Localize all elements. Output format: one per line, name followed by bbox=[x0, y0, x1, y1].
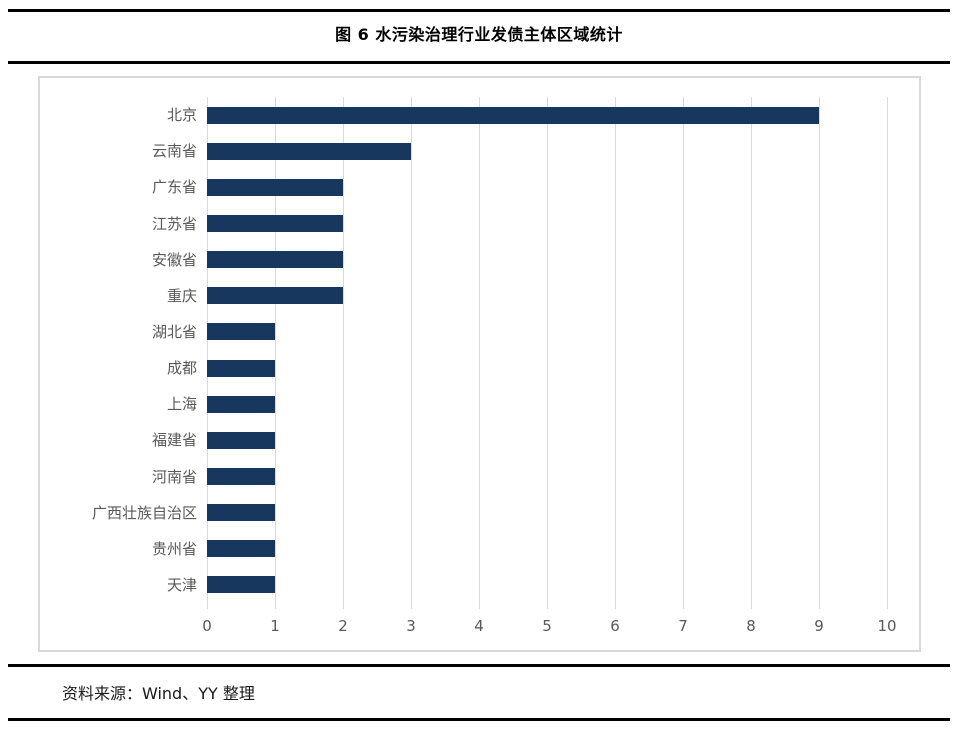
x-tick-label-9: 9 bbox=[814, 617, 824, 635]
bar-chart: 北京云南省广东省江苏省安徽省重庆湖北省成都上海福建省河南省广西壮族自治区贵州省天… bbox=[38, 76, 921, 652]
gridline-x-9 bbox=[818, 97, 820, 609]
category-label: 河南省 bbox=[151, 467, 197, 486]
footer-divider-top bbox=[8, 664, 950, 667]
bar bbox=[207, 142, 411, 160]
bar bbox=[207, 395, 275, 413]
bar bbox=[207, 431, 275, 449]
bar bbox=[207, 178, 343, 196]
figure-title: 图 6 水污染治理行业发债主体区域统计 bbox=[335, 25, 623, 44]
x-tick-label-8: 8 bbox=[746, 617, 756, 635]
bar bbox=[207, 215, 343, 232]
x-tick-label-4: 4 bbox=[474, 617, 484, 635]
category-label: 江苏省 bbox=[151, 214, 197, 233]
source-note: 资料来源：Wind、YY 整理 bbox=[62, 684, 255, 703]
category-label: 福建省 bbox=[151, 431, 197, 450]
x-tick-label-10: 10 bbox=[877, 617, 897, 635]
category-label: 成都 bbox=[166, 359, 197, 378]
bar bbox=[207, 359, 275, 377]
bar bbox=[207, 540, 275, 558]
x-tick-label-1: 1 bbox=[270, 617, 280, 635]
x-tick-label-7: 7 bbox=[678, 617, 688, 635]
x-tick-label-2: 2 bbox=[338, 617, 348, 635]
category-label: 广东省 bbox=[151, 178, 197, 197]
gridline-x-4 bbox=[478, 97, 480, 609]
category-label: 重庆 bbox=[166, 286, 197, 305]
top-divider bbox=[8, 9, 950, 12]
gridline-x-8 bbox=[750, 97, 752, 609]
gridline-x-3 bbox=[410, 97, 412, 609]
bar bbox=[207, 287, 343, 305]
gridline-x-0 bbox=[206, 97, 208, 609]
bar bbox=[207, 106, 819, 124]
gridline-x-10 bbox=[886, 97, 888, 609]
category-label: 云南省 bbox=[151, 142, 197, 161]
gridline-x-6 bbox=[614, 97, 616, 609]
bar bbox=[207, 576, 275, 594]
footer-divider-bottom bbox=[8, 718, 950, 721]
category-label: 上海 bbox=[166, 395, 197, 414]
x-tick-label-0: 0 bbox=[202, 617, 212, 635]
gridline-x-2 bbox=[342, 97, 344, 609]
gridline-x-5 bbox=[546, 97, 548, 609]
category-label: 北京 bbox=[166, 106, 197, 125]
category-label: 湖北省 bbox=[151, 322, 197, 341]
bar bbox=[207, 468, 275, 485]
bar bbox=[207, 251, 343, 269]
title-divider bbox=[8, 61, 950, 64]
gridline-x-1 bbox=[274, 97, 276, 609]
category-label: 天津 bbox=[166, 575, 197, 594]
gridline-x-7 bbox=[682, 97, 684, 609]
bar bbox=[207, 323, 275, 341]
category-label: 广西壮族自治区 bbox=[91, 503, 197, 522]
bar bbox=[207, 504, 275, 522]
category-label: 安徽省 bbox=[151, 250, 197, 269]
x-tick-label-5: 5 bbox=[542, 617, 552, 635]
category-label: 贵州省 bbox=[151, 539, 197, 558]
x-tick-label-3: 3 bbox=[406, 617, 416, 635]
x-tick-label-6: 6 bbox=[610, 617, 620, 635]
